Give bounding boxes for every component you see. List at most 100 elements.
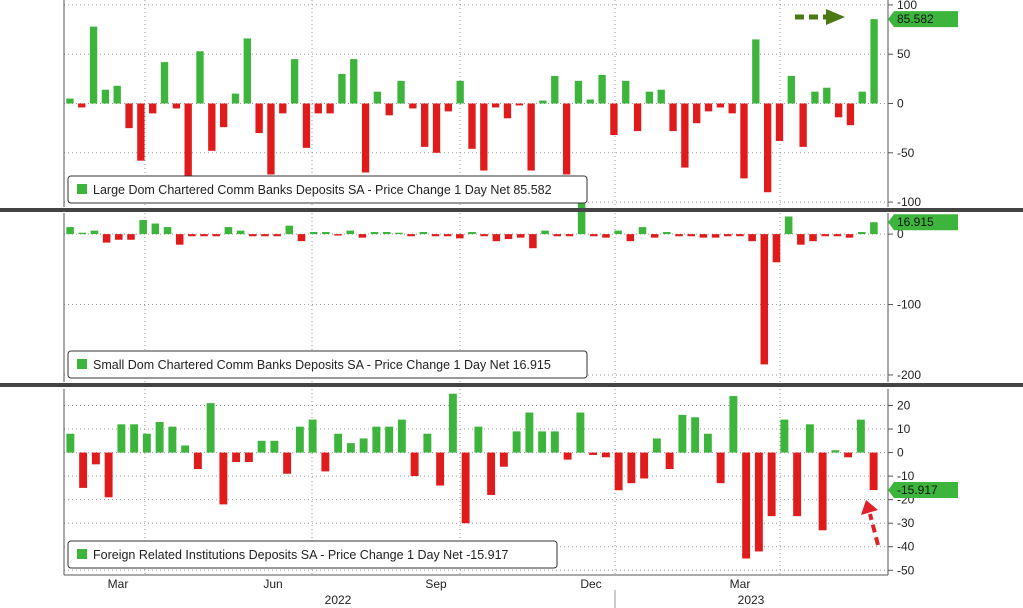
bar	[870, 222, 878, 235]
bar	[823, 87, 831, 104]
legend-box-large-banks: Large Dom Chartered Comm Banks Deposits …	[67, 175, 588, 204]
bar	[372, 426, 381, 453]
bar	[614, 452, 623, 491]
bar	[175, 234, 184, 245]
bar	[322, 232, 330, 235]
legend-swatch-large-banks	[77, 184, 87, 194]
last-value-tag-small-banks: 16.915	[888, 214, 958, 231]
bar	[752, 39, 760, 104]
bar	[704, 103, 713, 112]
bar	[586, 99, 594, 104]
bar	[102, 234, 111, 243]
bar	[553, 234, 562, 237]
bar	[589, 452, 598, 455]
last-value-tag-bg	[888, 214, 958, 231]
bar	[805, 424, 814, 453]
bar	[833, 234, 842, 237]
bar	[196, 51, 204, 104]
bar	[468, 103, 476, 149]
bar	[115, 234, 123, 240]
y-tick-label: -200	[897, 368, 921, 382]
last-value-tag-bg	[888, 482, 958, 499]
bar	[665, 452, 674, 470]
x-month-label: Mar	[108, 577, 129, 591]
legend-swatch-small-banks	[77, 359, 87, 369]
bar	[326, 103, 334, 114]
bar	[444, 103, 453, 112]
bar	[160, 62, 169, 104]
bar	[691, 417, 700, 453]
bar	[321, 452, 330, 472]
bar	[104, 452, 113, 498]
bar	[780, 419, 789, 453]
legend-label-large-banks: Large Dom Chartered Comm Banks Deposits …	[93, 183, 552, 197]
red-arrow-annotation	[861, 500, 880, 546]
bar	[499, 452, 508, 467]
bar	[821, 234, 829, 237]
y-tick-label: -100	[897, 298, 921, 312]
bar	[663, 232, 671, 235]
bar	[687, 234, 695, 237]
bar	[716, 103, 725, 108]
y-tick-label: 10	[897, 422, 911, 436]
y-tick-label: 20	[897, 398, 911, 412]
bar	[818, 452, 827, 531]
y-tick-label: 0	[897, 446, 904, 460]
bar	[748, 234, 756, 242]
bar	[290, 59, 299, 104]
bar	[149, 103, 157, 114]
bar	[436, 452, 445, 486]
bar	[184, 103, 192, 178]
bar	[270, 440, 279, 453]
bar	[811, 91, 819, 104]
panel-separator	[0, 383, 1023, 387]
bar	[421, 103, 429, 147]
bar	[767, 452, 776, 517]
bar	[461, 452, 470, 524]
bar	[101, 89, 110, 104]
bar	[385, 426, 394, 453]
bar	[423, 433, 432, 453]
last-value-tag-foreign-institutions: -15.917	[888, 482, 958, 499]
y-tick-label: -30	[897, 516, 915, 530]
last-value-label: 85.582	[897, 12, 934, 26]
bar	[541, 230, 549, 235]
bar	[563, 452, 572, 460]
bar	[285, 225, 294, 235]
bar	[622, 80, 630, 104]
bar	[168, 426, 177, 453]
bar	[681, 103, 689, 168]
bar	[243, 38, 251, 104]
bar	[395, 232, 403, 235]
bar	[590, 234, 598, 237]
bar	[139, 220, 147, 235]
bar	[638, 227, 647, 235]
bar	[130, 424, 139, 453]
bar	[527, 103, 535, 171]
bar	[334, 234, 342, 236]
bar	[309, 232, 318, 235]
bar	[729, 396, 738, 453]
bar	[480, 103, 488, 171]
bar	[361, 103, 370, 173]
bar	[244, 452, 253, 462]
bar	[200, 234, 208, 237]
bar	[598, 74, 606, 104]
y-tick-label: 50	[897, 47, 911, 61]
panel-separator	[0, 208, 1023, 212]
bar	[346, 230, 354, 235]
bar	[787, 75, 795, 104]
bar	[504, 234, 513, 240]
green-arrow-annotation	[795, 9, 845, 25]
bar	[432, 103, 441, 153]
bar	[640, 452, 649, 479]
bar	[231, 93, 240, 104]
bar	[89, 26, 98, 104]
bar	[232, 452, 241, 462]
bar	[208, 103, 216, 151]
bar	[492, 234, 501, 242]
bar	[516, 234, 525, 238]
bar	[601, 452, 610, 458]
bar	[273, 234, 281, 237]
